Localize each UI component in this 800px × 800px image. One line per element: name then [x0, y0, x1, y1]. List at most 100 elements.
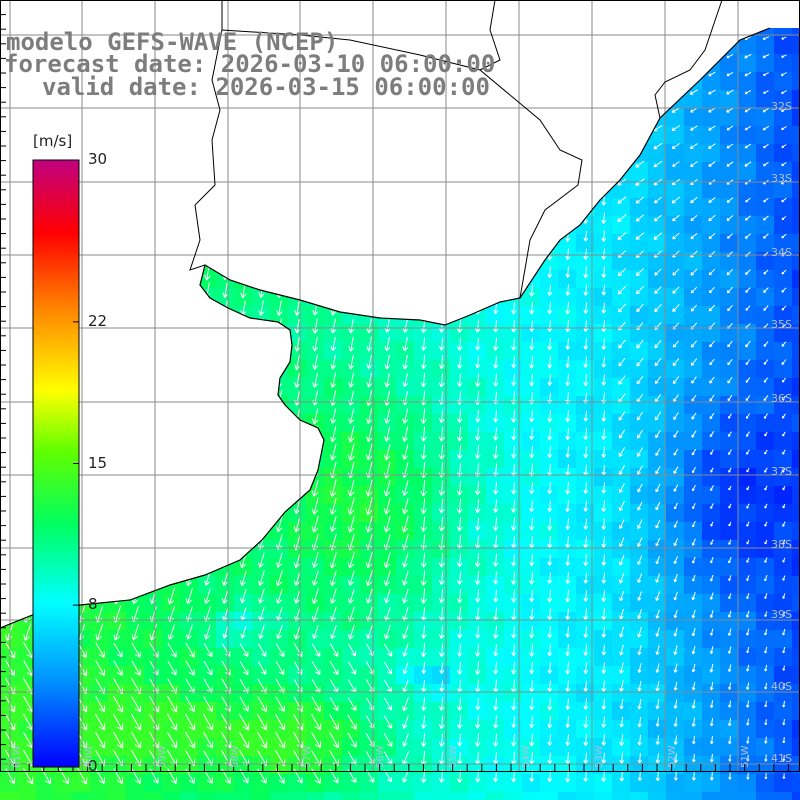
wind-arrow: [547, 716, 553, 729]
wind-arrow: [439, 337, 445, 351]
field-cell: [594, 396, 613, 415]
wind-arrow: [457, 625, 463, 639]
wind-arrow: [365, 515, 373, 533]
wind-arrow: [565, 716, 571, 728]
wind-arrow: [691, 538, 696, 546]
wind-arrow: [475, 427, 481, 441]
field-cell: [684, 576, 703, 595]
field-cell: [558, 666, 577, 685]
field-cell: [198, 774, 217, 793]
field-cell: [450, 378, 469, 397]
wind-arrow: [583, 356, 589, 368]
wind-arrow: [384, 697, 393, 711]
wind-arrow: [636, 357, 644, 367]
wind-arrow: [529, 716, 535, 729]
wind-arrow: [764, 539, 768, 545]
wind-arrow: [618, 357, 626, 367]
wind-arrow: [492, 625, 499, 639]
wind-arrow: [655, 465, 661, 475]
field-cell: [90, 720, 109, 739]
field-cell: [396, 756, 415, 775]
field-cell: [648, 684, 667, 703]
field-cell: [270, 612, 289, 631]
wind-arrow: [691, 609, 696, 619]
latitude-label: 39S: [771, 608, 792, 621]
field-cell: [18, 774, 37, 793]
field-cell: [90, 756, 109, 775]
wind-arrow: [565, 608, 571, 620]
field-cell: [432, 702, 451, 721]
field-cell: [162, 630, 181, 649]
field-cell: [306, 342, 325, 361]
field-cell: [396, 666, 415, 685]
wind-arrow: [185, 642, 195, 658]
field-cell: [414, 738, 433, 757]
colorbar-tick-label: 8: [88, 595, 98, 614]
wind-arrow: [529, 338, 535, 351]
wind-arrow: [601, 572, 607, 584]
field-cell: [324, 738, 343, 757]
wind-arrow: [383, 570, 391, 586]
border-line: [189, 0, 223, 271]
wind-arrow: [420, 373, 427, 388]
field-cell: [468, 630, 487, 649]
field-cell: [576, 378, 595, 397]
field-cell: [630, 396, 649, 415]
field-cell: [126, 720, 145, 739]
field-cell: [450, 342, 469, 361]
field-cell: [666, 414, 685, 433]
wind-arrow: [366, 624, 373, 640]
wind-arrow: [23, 660, 33, 677]
field-cell: [756, 252, 775, 271]
wind-arrow: [493, 481, 499, 495]
wind-arrow: [547, 284, 553, 296]
wind-arrow: [619, 698, 624, 710]
field-cell: [594, 666, 613, 685]
wind-arrow: [635, 232, 645, 240]
field-cell: [576, 558, 595, 577]
field-cell: [774, 450, 793, 469]
field-cell: [540, 648, 559, 667]
wind-arrow: [782, 773, 786, 779]
wind-arrow: [726, 286, 734, 294]
wind-arrow: [565, 572, 571, 584]
field-cell: [738, 180, 757, 199]
field-cell: [360, 558, 379, 577]
wind-arrow: [690, 107, 698, 113]
wind-arrow: [294, 372, 301, 388]
field-cell: [306, 792, 325, 800]
field-cell: [720, 288, 739, 307]
field-cell: [342, 648, 361, 667]
wind-arrow: [311, 714, 322, 731]
field-cell: [612, 702, 631, 721]
field-cell: [648, 468, 667, 487]
field-cell: [630, 198, 649, 217]
wind-arrow: [547, 589, 553, 603]
field-cell: [468, 360, 487, 379]
field-cell: [738, 216, 757, 235]
field-cell: [774, 504, 793, 523]
field-cell: [648, 396, 667, 415]
wind-arrow: [383, 479, 391, 497]
field-cell: [756, 432, 775, 451]
wind-arrow: [203, 696, 213, 713]
field-cell: [540, 414, 559, 433]
field-cell: [540, 684, 559, 703]
wind-arrow: [565, 338, 571, 350]
wind-arrow: [691, 645, 696, 655]
wind-arrow: [456, 715, 463, 729]
wind-arrow: [672, 161, 680, 167]
field-cell: [684, 396, 703, 415]
wind-arrow: [113, 642, 123, 658]
field-cell: [756, 630, 775, 649]
wind-arrow: [746, 593, 750, 600]
field-cell: [234, 594, 253, 613]
wind-arrow: [95, 642, 105, 658]
field-cell: [324, 756, 343, 775]
field-cell: [684, 234, 703, 253]
field-cell: [594, 540, 613, 559]
field-cell: [720, 72, 739, 91]
field-cell: [792, 360, 800, 379]
wind-arrow: [203, 643, 213, 658]
wind-arrow: [635, 160, 645, 168]
